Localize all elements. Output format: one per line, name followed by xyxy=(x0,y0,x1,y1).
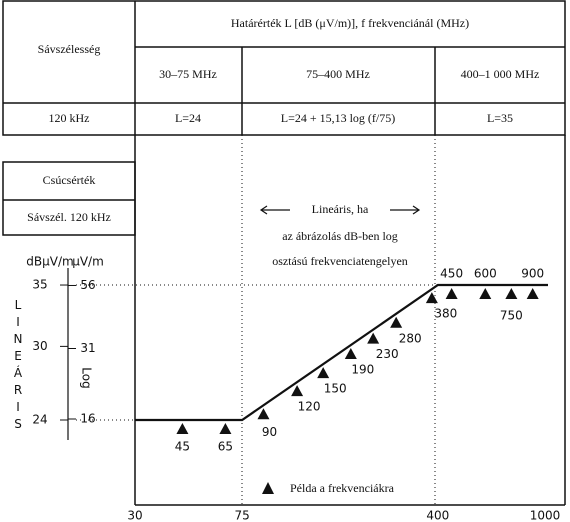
db-tick-label: 35 xyxy=(32,278,47,292)
example-label: 65 xyxy=(218,440,233,454)
bandwidth: 120 kHz xyxy=(49,111,90,125)
example-label: 450 xyxy=(440,267,463,281)
example-label: 280 xyxy=(399,331,422,345)
example-marker xyxy=(176,423,189,434)
x-tick-label: 75 xyxy=(234,509,249,522)
uv-tick-label: 16 xyxy=(80,411,95,425)
example-label: 190 xyxy=(351,363,374,377)
note-line: az ábrázolás dB-ben log xyxy=(282,229,398,243)
note-line: osztású frekvenciatengelyen xyxy=(272,254,408,268)
header-title: Határérték L [dB (μV/m)], f frekvenciáná… xyxy=(231,16,469,30)
example-label: 380 xyxy=(434,307,457,321)
example-label: 750 xyxy=(500,309,523,323)
arrow-head xyxy=(412,205,421,215)
note-line: Lineáris, ha xyxy=(312,202,369,216)
example-marker xyxy=(390,316,403,328)
x-tick-label: 400 xyxy=(426,509,449,522)
example-marker xyxy=(317,367,330,379)
arrow-head xyxy=(259,205,268,215)
limit-formula: L=24 xyxy=(175,111,201,125)
example-marker xyxy=(344,348,357,360)
example-marker xyxy=(219,423,232,434)
db-tick-label: 24 xyxy=(32,413,47,427)
note-arrows xyxy=(259,205,421,215)
example-label: 120 xyxy=(298,400,321,414)
uv-tick-label: 31 xyxy=(80,341,95,355)
uv-unit: μV/m xyxy=(72,255,104,269)
example-marker xyxy=(425,292,438,304)
example-marker xyxy=(505,288,518,300)
db-unit: dBμV/m xyxy=(26,255,73,269)
legend-marker xyxy=(262,482,274,494)
x-tick-label: 1000 xyxy=(530,509,561,522)
example-marker xyxy=(291,385,304,397)
log-label: Log xyxy=(80,367,94,388)
example-marker xyxy=(445,288,458,300)
header-left: Sávszélesség xyxy=(38,42,101,56)
example-marker xyxy=(526,288,539,300)
example-marker xyxy=(257,408,270,420)
legend-label: Példa a frekvenciákra xyxy=(290,481,395,495)
table-border xyxy=(2,0,566,136)
detector: Csúcsérték xyxy=(43,173,96,187)
example-marker xyxy=(367,332,380,344)
limit-formula: L=24 + 15,13 log (f/75) xyxy=(281,111,396,125)
example-label: 900 xyxy=(521,267,544,281)
limit-line xyxy=(135,283,548,422)
example-marker xyxy=(479,288,492,300)
example-label: 90 xyxy=(262,425,277,439)
side-bandwidth: Sávszél. 120 kHz xyxy=(27,210,111,224)
example-label: 45 xyxy=(175,440,190,454)
band-label: 400–1 000 MHz xyxy=(461,67,540,81)
x-tick-label: 30 xyxy=(127,509,142,522)
example-label: 230 xyxy=(376,347,399,361)
side-box xyxy=(2,161,136,236)
example-label: 600 xyxy=(474,267,497,281)
example-label: 150 xyxy=(324,382,347,396)
band-label: 30–75 MHz xyxy=(159,67,217,81)
db-tick-label: 30 xyxy=(32,339,47,353)
limit-formula: L=35 xyxy=(487,111,513,125)
band-label: 75–400 MHz xyxy=(306,67,370,81)
